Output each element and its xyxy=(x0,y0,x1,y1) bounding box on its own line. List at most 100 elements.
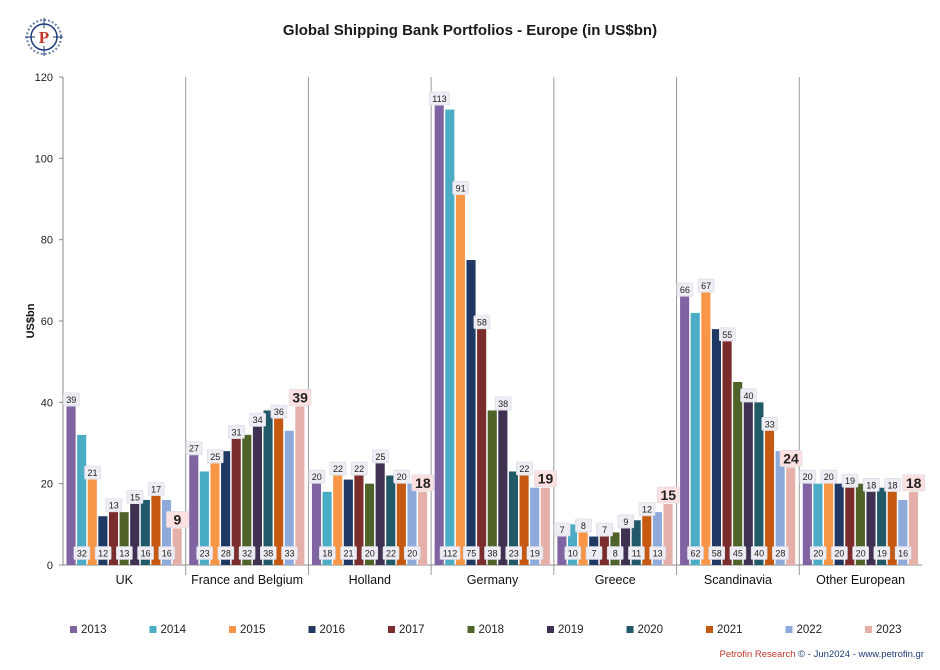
bar-2019 xyxy=(375,463,385,565)
bar-2022 xyxy=(407,483,417,565)
data-label-2023-bg xyxy=(534,470,557,488)
data-label-2017-bg xyxy=(473,315,491,329)
data-label-2016: 20 xyxy=(834,549,844,559)
bar-2021 xyxy=(642,516,652,565)
legend-swatch-2016 xyxy=(308,626,316,633)
bar-2023 xyxy=(908,491,918,565)
legend-swatch-2018 xyxy=(467,626,475,633)
data-label-2015-bg xyxy=(575,518,592,533)
data-label-2023-bg xyxy=(288,389,312,406)
data-label-2017: 13 xyxy=(109,501,119,511)
y-tick-label: 60 xyxy=(41,316,53,328)
data-label-2013-bg xyxy=(553,522,571,537)
bar-2019 xyxy=(743,402,753,565)
data-label-2020-bg xyxy=(750,546,768,560)
bar-2014 xyxy=(567,524,578,565)
legend-label-2020: 2020 xyxy=(638,624,664,636)
data-label-2023: 24 xyxy=(783,450,799,466)
bar-2020 xyxy=(263,410,273,565)
data-label-2021-bg xyxy=(638,502,656,517)
data-label-2020-bg xyxy=(137,546,154,560)
data-label-2018-bg xyxy=(606,546,624,560)
data-label-2014: 10 xyxy=(568,549,578,559)
x-tick-label: Holland xyxy=(349,573,391,587)
data-label-2017-bg xyxy=(719,327,736,342)
data-label-2019-bg xyxy=(494,396,512,411)
data-label-2015: 20 xyxy=(824,472,834,482)
data-label-2013: 39 xyxy=(66,395,76,405)
data-label-2022: 20 xyxy=(407,549,417,559)
footer-credit: Petrofin Research © - Jun2024 - www.petr… xyxy=(719,649,924,660)
data-label-2022-bg xyxy=(649,546,666,560)
bar-2014 xyxy=(813,483,823,565)
data-label-2015: 8 xyxy=(581,521,586,531)
data-label-2016: 21 xyxy=(344,549,354,559)
y-tick-label: 0 xyxy=(47,560,53,572)
bar-2021 xyxy=(151,495,161,565)
data-label-2020: 38 xyxy=(263,549,273,559)
legend-label-2017: 2017 xyxy=(399,624,425,636)
data-label-2020-bg xyxy=(505,546,523,560)
data-label-2019: 18 xyxy=(866,480,876,490)
data-label-2022-bg xyxy=(281,546,298,560)
bar-2022 xyxy=(284,430,294,565)
bar-2023 xyxy=(172,528,182,565)
y-axis-label: US$bn xyxy=(25,303,37,338)
bar-2018 xyxy=(855,483,865,565)
data-label-2022-bg xyxy=(158,546,176,560)
data-label-2014-bg xyxy=(439,546,461,560)
bar-2023 xyxy=(418,491,428,565)
data-label-2015-bg xyxy=(697,278,715,293)
data-label-2017: 7 xyxy=(602,525,607,535)
data-label-2022: 16 xyxy=(898,549,908,559)
data-label-2019: 9 xyxy=(623,517,628,527)
data-label-2013-bg xyxy=(676,282,694,297)
bar-2018 xyxy=(119,512,129,565)
data-label-2013-bg xyxy=(799,469,816,484)
legend-label-2013: 2013 xyxy=(81,624,107,636)
footer-url[interactable]: www.petrofin.gr xyxy=(858,649,924,660)
data-label-2020: 22 xyxy=(386,549,396,559)
data-label-2017: 58 xyxy=(477,318,487,328)
data-label-2021: 33 xyxy=(765,419,775,429)
data-label-2019-bg xyxy=(740,388,757,403)
legend-label-2015: 2015 xyxy=(240,624,266,636)
data-label-2021: 18 xyxy=(887,480,897,490)
bar-2018 xyxy=(364,483,375,565)
data-label-2020-bg xyxy=(259,546,277,560)
data-label-2023-bg xyxy=(411,474,435,492)
legend-swatch-2019 xyxy=(547,626,554,633)
bar-2016 xyxy=(711,329,722,565)
y-tick-label: 80 xyxy=(41,235,53,247)
bar-2014 xyxy=(199,471,209,565)
data-label-2018-bg xyxy=(116,546,133,560)
bar-2021 xyxy=(396,483,406,565)
data-label-2022-bg xyxy=(894,546,912,560)
bar-2023 xyxy=(295,406,305,565)
bar-2014 xyxy=(445,109,455,566)
data-label-2020: 11 xyxy=(632,549,641,559)
bar-2015 xyxy=(701,292,711,565)
data-label-2015: 25 xyxy=(210,452,220,462)
bar-2015 xyxy=(87,479,97,565)
data-label-2018-bg xyxy=(852,546,869,560)
legend-label-2018: 2018 xyxy=(479,624,505,636)
bar-2016 xyxy=(834,483,844,565)
data-label-2022-bg xyxy=(526,546,544,560)
data-label-2013-bg xyxy=(429,91,450,106)
bar-2017 xyxy=(108,512,119,565)
data-label-2021: 17 xyxy=(151,484,161,494)
legend-swatch-2020 xyxy=(626,626,634,633)
bar-2023 xyxy=(663,504,673,565)
data-label-2021-bg xyxy=(884,477,901,492)
x-tick-label: Greece xyxy=(595,573,636,587)
data-label-2019-bg xyxy=(126,490,144,504)
x-tick-label: France and Belgium xyxy=(191,573,303,587)
data-label-2022-bg xyxy=(772,546,789,560)
data-label-2018: 38 xyxy=(487,549,497,559)
data-label-2021-bg xyxy=(516,461,533,476)
bar-2019 xyxy=(866,491,876,565)
bar-2021 xyxy=(274,418,284,565)
data-label-2018: 13 xyxy=(119,549,129,559)
